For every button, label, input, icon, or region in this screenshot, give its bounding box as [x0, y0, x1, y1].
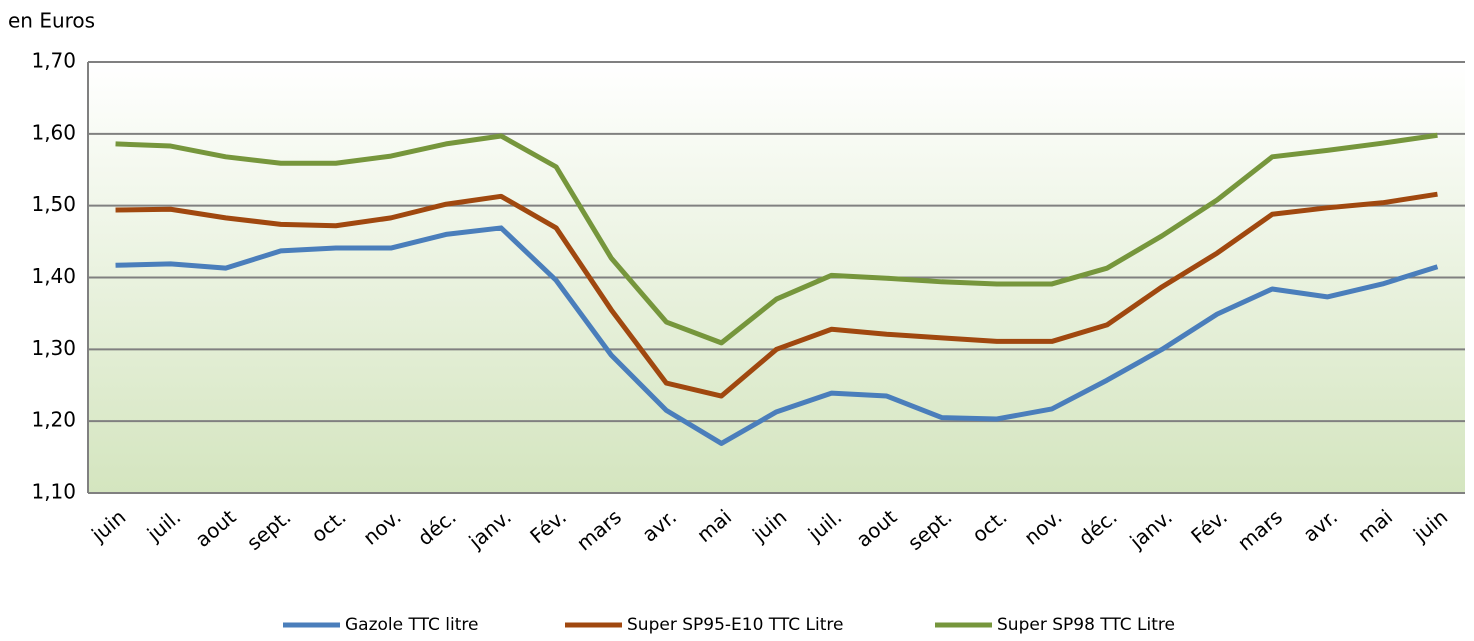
x-tick-label: juil.: [142, 505, 186, 547]
x-tick-label: sept.: [903, 505, 956, 555]
x-tick-label: oct.: [307, 505, 351, 547]
x-tick-label: nov.: [358, 505, 405, 550]
x-tick-label: Fév.: [525, 505, 571, 549]
series-line: [115, 132, 1438, 346]
x-tick-label: mars: [572, 505, 626, 556]
y-tick-label: 1,30: [31, 336, 76, 360]
y-tick-label: 1,20: [31, 408, 76, 432]
x-tick-label: mai: [692, 505, 736, 547]
series-line: [115, 225, 1439, 446]
y-axis-label: en Euros: [8, 9, 95, 33]
legend-label: Super SP95-E10 TTC Litre: [627, 615, 843, 635]
x-tick-label: juin: [1408, 505, 1452, 547]
y-tick-label: 1,40: [31, 264, 76, 288]
legend-label: Gazole TTC litre: [345, 615, 478, 635]
x-tick-label: sept.: [242, 505, 295, 555]
x-tick-label: déc.: [413, 505, 461, 551]
y-tick-label: 1,10: [31, 480, 76, 504]
series-line: [115, 191, 1438, 399]
x-tick-label: juin: [86, 505, 130, 547]
y-tick-label: 1,70: [31, 49, 76, 73]
x-tick-label: nov.: [1019, 505, 1066, 550]
x-tick-label: avr.: [1298, 505, 1342, 547]
x-tick-label: déc.: [1074, 505, 1122, 551]
x-tick-label: aout: [191, 505, 241, 552]
x-tick-label: janv.: [1125, 505, 1177, 554]
x-tick-label: juin: [747, 505, 791, 547]
x-tick-label: Fév.: [1186, 505, 1232, 549]
x-tick-label: mars: [1233, 505, 1287, 556]
x-tick-label: janv.: [464, 505, 516, 554]
x-tick-label: mai: [1353, 505, 1397, 547]
x-tick-label: avr.: [637, 505, 681, 547]
y-tick-label: 1,60: [31, 120, 76, 144]
x-tick-label: oct.: [967, 505, 1011, 547]
x-tick-label: aout: [851, 505, 901, 552]
legend-label: Super SP98 TTC Litre: [997, 615, 1175, 635]
y-tick-label: 1,50: [31, 192, 76, 216]
x-tick-label: juil.: [803, 505, 847, 547]
